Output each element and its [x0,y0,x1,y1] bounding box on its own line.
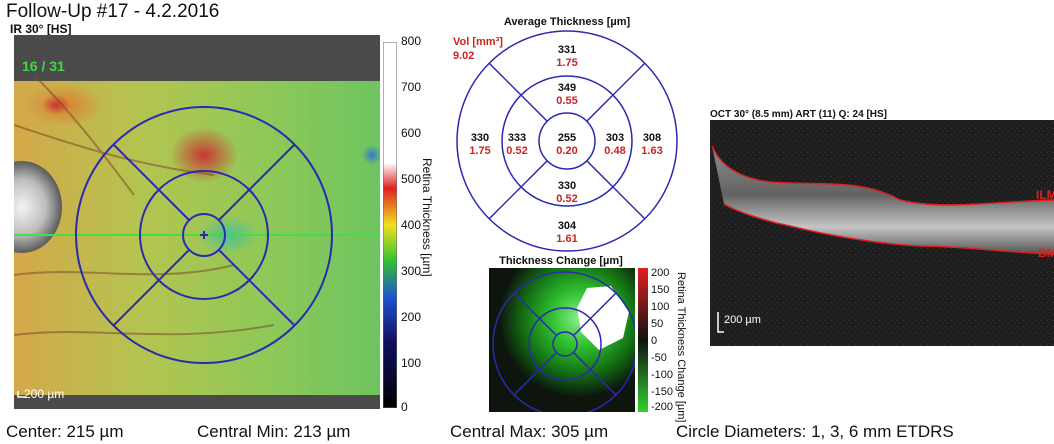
sector-center: 255 0.20 [556,132,578,157]
volume-label: Vol [mm³] [453,36,503,48]
circle-diameters-stat: Circle Diameters: 1, 3, 6 mm ETDRS [676,422,954,441]
sector-outer-superior: 331 1.75 [556,44,578,69]
change-tick: -150 [651,386,674,398]
average-thickness-title: Average Thickness [µm] [503,16,631,28]
thickness-change-title: Thickness Change [µm] [499,255,623,267]
central-max-stat: Central Max: 305 µm [450,422,609,441]
thickness-change-map[interactable] [489,268,635,412]
sector-inner-nasal: 303 0.48 [604,132,626,157]
oct-scale-bar-label: 200 µm [724,314,761,326]
change-colorbar-title: Retina Thickness Change [µm] [675,272,687,423]
oct-bscan-graphic [710,120,1054,346]
sector-inner-inferior: 330 0.52 [556,180,578,205]
report-title: Follow-Up #17 - 4.2.2016 [6,1,220,22]
change-tick: -200 [651,401,674,413]
colorbar-tick: 700 [401,80,422,94]
colorbar-tick: 600 [401,126,422,140]
colorbar-title: Retina Thickness [µm] [420,158,434,277]
colorbar-tick: 300 [401,264,422,278]
colorbar-tick: 0 [401,400,408,414]
sector-outer-nasal: 308 1.63 [641,132,663,157]
thickness-colorbar [383,42,397,408]
change-tick: 150 [651,284,670,296]
ilm-label: ILM [1036,188,1054,202]
bm-label: BM [1038,246,1054,260]
sector-outer-temporal: 330 1.75 [469,132,491,157]
change-tick: 50 [651,318,664,330]
thickness-change-graphic [489,268,635,412]
change-tick: -100 [651,369,674,381]
colorbar-tick: 800 [401,34,422,48]
sector-inner-superior: 349 0.55 [556,82,578,107]
change-tick: 0 [651,335,658,347]
colorbar-tick: 100 [401,356,422,370]
etdrs-grid [456,30,678,252]
center-thickness-stat: Center: 215 µm [6,422,124,441]
fundus-map-graphic [14,35,380,409]
ir-scale-bar-label: 200 µm [24,387,65,401]
sector-inner-temporal: 333 0.52 [506,132,528,157]
change-tick: 200 [651,267,670,279]
image-counter: 16 / 31 [22,58,65,74]
colorbar-tick: 400 [401,218,422,232]
oct-scan-label: OCT 30° (8.5 mm) ART (11) Q: 24 [HS] [710,109,887,120]
thickness-change-colorbar [638,268,648,412]
fundus-thickness-map[interactable]: 16 / 31 200 µm [14,35,380,409]
colorbar-tick: 200 [401,310,422,324]
change-tick: -50 [651,352,667,364]
sector-outer-inferior: 304 1.61 [556,220,578,245]
central-min-stat: Central Min: 213 µm [197,422,351,441]
change-tick: 100 [651,301,670,313]
volume-value: 9.02 [453,50,475,62]
ir-view-label: IR 30° [HS] [10,22,72,36]
oct-bscan-image[interactable]: 200 µm ILM BM [710,120,1054,346]
colorbar-tick: 500 [401,172,422,186]
